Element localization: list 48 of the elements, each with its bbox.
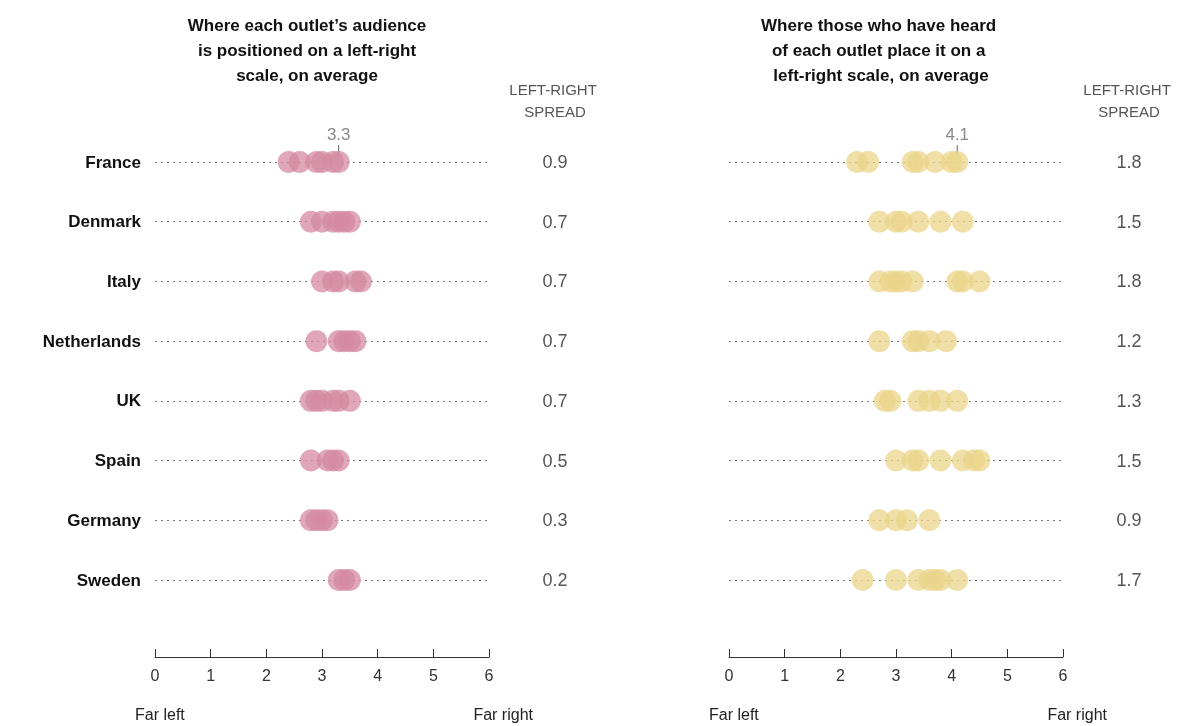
x-tick-label: 6 — [1058, 666, 1068, 684]
y-tick-label: France — [85, 152, 141, 172]
text: 1.5 — [1116, 450, 1142, 471]
text: Far left — [135, 705, 186, 723]
y-tick-label: Spain — [94, 451, 141, 471]
y-tick-label: UK — [116, 391, 142, 411]
annotation: 4.1 — [945, 124, 970, 144]
text: 1.2 — [1116, 331, 1142, 352]
x-tick-label: 0 — [724, 666, 734, 684]
text: 0.7 — [542, 390, 568, 411]
y-tick-label: Denmark — [68, 212, 142, 232]
text: 0.7 — [542, 271, 568, 292]
y-tick-label: Germany — [67, 510, 142, 530]
x-tick-label: 3 — [891, 666, 901, 684]
y-tick-label: Sweden — [76, 570, 141, 590]
text: 1.7 — [1116, 570, 1142, 590]
text: 0.7 — [542, 331, 568, 352]
text: 0.9 — [1116, 510, 1142, 531]
y-tick-label: Italy — [106, 271, 142, 291]
text: Far left — [709, 705, 760, 723]
x-tick-label: 0 — [150, 666, 160, 684]
text: 0.2 — [542, 570, 568, 590]
text: 1.8 — [1116, 271, 1142, 292]
x-tick-label: 4 — [947, 666, 957, 684]
text: 1.3 — [1116, 390, 1142, 411]
x-tick-label: 1 — [206, 666, 216, 684]
text: 0.9 — [542, 152, 568, 172]
text: 0.7 — [542, 211, 568, 232]
text: LEFT-RIGHT SPREAD — [509, 80, 601, 120]
x-tick-label: 2 — [261, 666, 271, 684]
text: 1.5 — [1116, 211, 1142, 232]
annotation: 3.3 — [326, 124, 351, 144]
x-tick-label: 5 — [1002, 666, 1012, 684]
chart-title: Where each outlet’s audience is positioned on a left-right scale, on average — [187, 16, 427, 85]
y-tick-label: Netherlands — [42, 331, 141, 351]
text: 0.5 — [542, 450, 568, 471]
x-tick-label: 1 — [780, 666, 790, 684]
text: Far right — [473, 705, 534, 723]
chart-title: Where those who have heard of each outlet place it on a left-right scale, on average — [761, 16, 1001, 85]
x-tick-label: 2 — [835, 666, 845, 684]
text: 0.3 — [542, 510, 568, 531]
text: 1.8 — [1116, 152, 1142, 172]
x-tick-label: 6 — [484, 666, 494, 684]
text: Far right — [1047, 705, 1108, 723]
x-tick-label: 4 — [373, 666, 383, 684]
text: LEFT-RIGHT SPREAD — [1083, 80, 1175, 120]
x-tick-label: 5 — [428, 666, 438, 684]
x-tick-label: 3 — [317, 666, 327, 684]
